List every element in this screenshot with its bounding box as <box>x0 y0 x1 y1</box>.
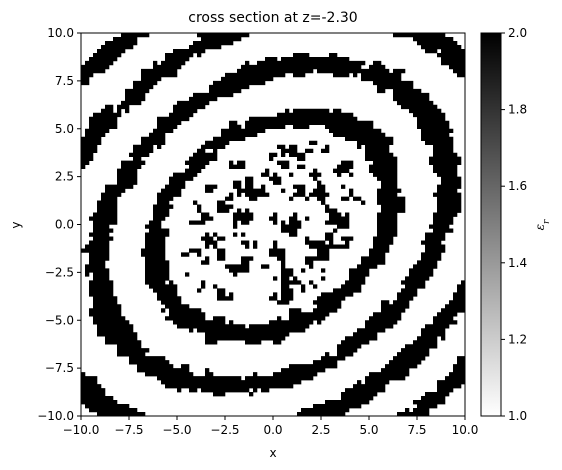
x-tick-label: −2.5 <box>210 423 239 437</box>
x-tick-label: −7.5 <box>114 423 143 437</box>
colorbar <box>480 32 502 417</box>
y-tick-label: −2.5 <box>45 265 74 279</box>
y-axis: 10.0 7.5 5.0 2.5 0.0 −2.5 −5.0 −7.5 −10.0 <box>37 26 81 423</box>
colorbar-tick-label: 1.0 <box>508 409 527 423</box>
colorbar-tick-label: 1.4 <box>508 256 527 270</box>
high-permittivity-regions <box>81 33 465 416</box>
x-axis-label: x <box>269 446 276 460</box>
colorbar-tick-label: 2.0 <box>508 26 527 40</box>
y-tick-label: 0.0 <box>55 218 74 232</box>
y-tick-label: 5.0 <box>55 122 74 136</box>
y-tick-label: 2.5 <box>55 170 74 184</box>
colorbar-tick-label: 1.2 <box>508 332 527 346</box>
chart-title: cross section at z=-2.30 <box>188 10 357 26</box>
x-tick-label: −10.0 <box>63 423 100 437</box>
y-axis-label: y <box>9 221 23 228</box>
y-tick-label: 7.5 <box>55 74 74 88</box>
colorbar-axis: 2.0 1.8 1.6 1.4 1.2 1.0 <box>501 26 527 423</box>
x-tick-label: −5.0 <box>162 423 191 437</box>
x-tick-label: 5.0 <box>359 423 378 437</box>
y-tick-label: −7.5 <box>45 361 74 375</box>
colorbar-tick-label: 1.6 <box>508 179 527 193</box>
x-tick-label: 7.5 <box>407 423 426 437</box>
x-axis: −10.0 −7.5 −5.0 −2.5 0.0 2.5 5.0 7.5 10.0 <box>63 416 479 437</box>
colorbar-label: εr <box>533 219 552 230</box>
x-tick-label: 10.0 <box>452 423 479 437</box>
heatmap-image <box>81 33 465 416</box>
x-tick-label: 0.0 <box>263 423 282 437</box>
y-tick-label: 10.0 <box>47 26 74 40</box>
y-tick-label: −10.0 <box>37 409 74 423</box>
x-tick-label: 2.5 <box>311 423 330 437</box>
colorbar-tick-label: 1.8 <box>508 103 527 117</box>
y-tick-label: −5.0 <box>45 313 74 327</box>
